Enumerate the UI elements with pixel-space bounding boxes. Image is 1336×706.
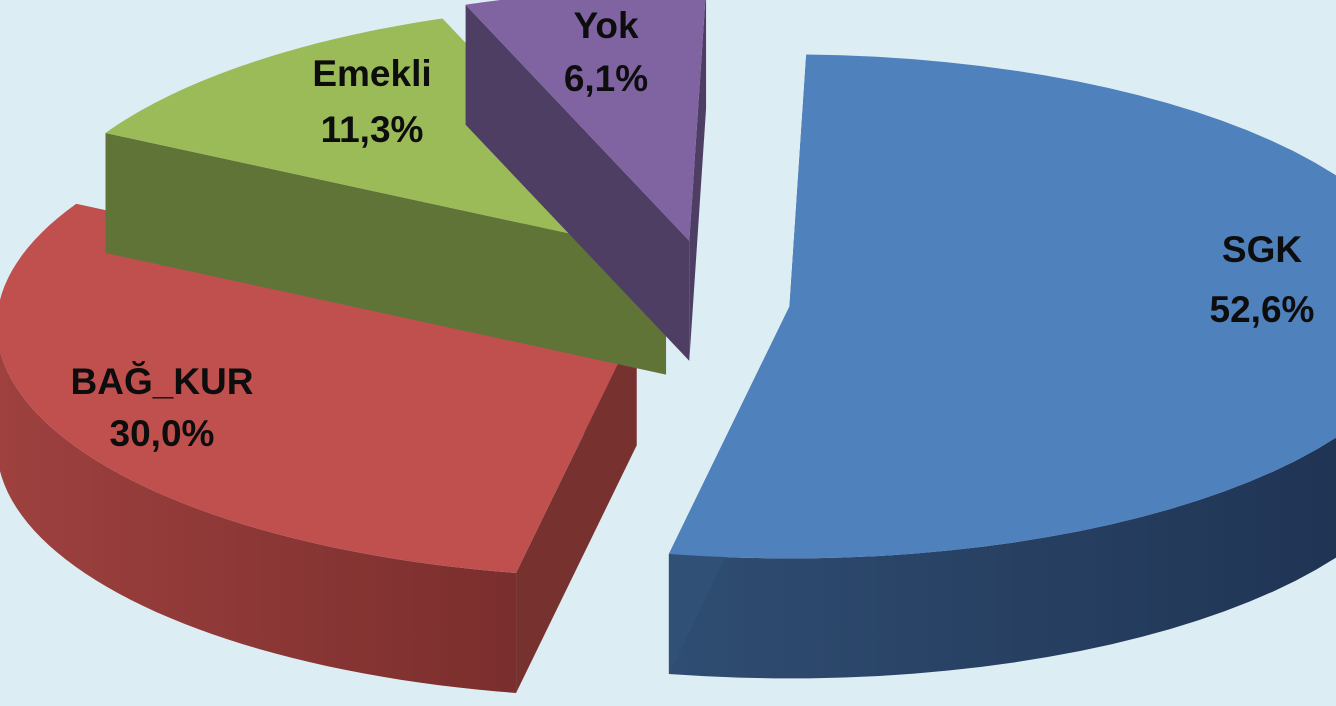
slice-label-emekli: Emekli	[312, 53, 431, 94]
slice-yok-cut-end	[689, 0, 707, 361]
slice-emekli-cut-start	[105, 132, 667, 375]
slice-value-yok: 6,1%	[564, 58, 648, 99]
slice-label-bag-kur: BAĞ_KUR	[71, 361, 254, 402]
slice-bag-kur-side	[0, 351, 517, 693]
slice-value-sgk: 52,6%	[1210, 289, 1315, 330]
slice-sgk-side	[668, 437, 1336, 679]
slice-yok-cut-start	[465, 4, 690, 361]
slice-value-emekli: 11,3%	[321, 109, 424, 150]
slice-sgk-top	[668, 54, 1336, 559]
slice-sgk	[668, 54, 1336, 679]
slice-value-bag-kur: 30,0%	[110, 413, 215, 454]
slice-labels: SGK 52,6% BAĞ_KUR 30,0% Emekli 11,3% Yok 6,1%	[71, 5, 1315, 454]
slice-label-sgk: SGK	[1222, 229, 1302, 270]
slice-emekli-top	[105, 18, 667, 255]
slice-label-yok: Yok	[573, 5, 639, 46]
slice-yok	[465, 0, 707, 361]
slice-yok-top	[465, 0, 706, 241]
